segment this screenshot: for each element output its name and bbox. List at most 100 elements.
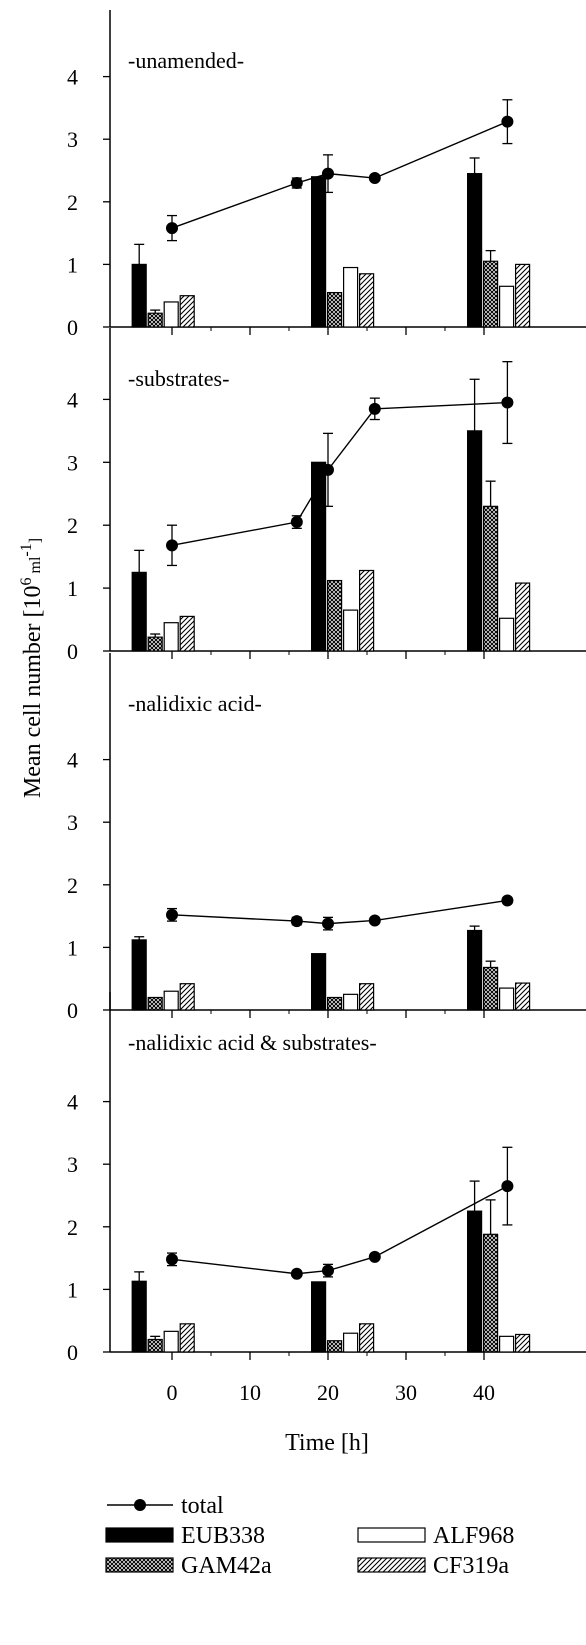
y-tick-label: 4 xyxy=(67,387,78,412)
y-tick-label: 1 xyxy=(67,935,78,960)
legend-swatch-alf968 xyxy=(357,1527,426,1543)
total-point xyxy=(166,908,178,921)
total-point xyxy=(368,914,381,927)
total-point xyxy=(290,915,303,928)
bar-alf968 xyxy=(163,1330,179,1353)
x-tick-label: 0 xyxy=(167,1380,178,1405)
total-line xyxy=(171,899,508,925)
bar-gam42a xyxy=(483,966,499,1011)
bar-cf319a xyxy=(179,1323,195,1353)
bar-gam42a xyxy=(147,1338,163,1353)
legend-total-label: total xyxy=(181,1493,224,1519)
legend-label-eub338: EUB338 xyxy=(181,1523,265,1549)
bar-cf319a xyxy=(359,273,375,328)
legend-swatch-gam42a xyxy=(105,1557,174,1573)
y-label-superscript: 6 xyxy=(18,577,35,585)
y-tick-label: 0 xyxy=(67,998,78,1023)
legend-label-gam42a: GAM42a xyxy=(181,1553,272,1579)
legend-total-marker xyxy=(134,1499,146,1511)
bar-eub338 xyxy=(131,1280,147,1353)
y-tick-label: 1 xyxy=(67,576,78,601)
legend-swatch-cf319a xyxy=(357,1557,426,1573)
bar-eub338 xyxy=(311,176,327,328)
total-point xyxy=(166,1253,178,1266)
panel-3: 0 1 2 3 4 -nalidixic acid- xyxy=(67,653,586,1023)
panel-title: -nalidixic acid & substrates- xyxy=(128,1030,377,1055)
y-tick-label: 3 xyxy=(67,127,78,152)
bar-gam42a xyxy=(483,1233,499,1353)
bar-eub338 xyxy=(467,430,483,652)
bar-alf968 xyxy=(343,993,359,1011)
bar-cf319a xyxy=(359,569,375,652)
x-tick-label: 40 xyxy=(473,1380,495,1405)
x-tick-label: 20 xyxy=(317,1380,339,1405)
panel-4: 0 1 2 3 4 -nalidixic acid & substrates- xyxy=(67,992,586,1365)
bar-cf319a xyxy=(514,982,531,1011)
total-point xyxy=(322,917,334,930)
bar-cf319a xyxy=(359,983,375,1011)
legend-swatch-eub338 xyxy=(105,1527,174,1543)
total-line xyxy=(171,1185,508,1275)
bar-eub338 xyxy=(467,1210,483,1353)
bar-eub338 xyxy=(131,263,147,328)
bar-alf968 xyxy=(499,617,515,652)
bar-eub338 xyxy=(311,461,327,652)
y-tick-label: 0 xyxy=(67,639,78,664)
total-point xyxy=(501,894,514,907)
bar-alf968 xyxy=(499,1335,515,1353)
bar-alf968 xyxy=(499,987,515,1011)
total-point xyxy=(501,115,514,128)
total-point xyxy=(368,172,381,185)
bar-alf968 xyxy=(163,301,179,328)
bar-gam42a xyxy=(147,312,163,328)
bar-gam42a xyxy=(147,636,163,652)
total-point xyxy=(290,516,303,529)
total-line xyxy=(171,121,508,229)
total-point xyxy=(368,1250,381,1263)
bar-gam42a xyxy=(483,260,499,328)
y-tick-label: 3 xyxy=(67,450,78,475)
y-tick-label: 1 xyxy=(67,1277,78,1302)
panel-title: -substrates- xyxy=(128,366,229,391)
panel-2: 0 1 2 3 4 -substrates- xyxy=(67,328,586,664)
y-tick-label: 2 xyxy=(67,1215,78,1240)
bar-eub338 xyxy=(131,939,147,1011)
bar-cf319a xyxy=(359,1323,375,1353)
panel-title: -nalidixic acid- xyxy=(128,691,262,716)
x-tick-label: 30 xyxy=(395,1380,417,1405)
x-tick-label: 10 xyxy=(239,1380,261,1405)
bar-eub338 xyxy=(131,571,147,652)
x-axis-label: Time [h] xyxy=(285,1430,369,1456)
bar-gam42a xyxy=(327,1340,343,1353)
legend-label-cf319a: CF319a xyxy=(433,1553,509,1579)
y-tick-label: 4 xyxy=(67,748,78,773)
panel-title: -unamended- xyxy=(128,48,244,73)
y-tick-label: 1 xyxy=(67,252,78,277)
bar-alf968 xyxy=(163,990,179,1011)
bar-gam42a xyxy=(327,996,343,1011)
y-tick-label: 4 xyxy=(67,65,78,90)
bar-gam42a xyxy=(327,579,343,652)
bar-eub338 xyxy=(467,173,483,328)
legend: total EUB338 ALF968 GAM42a CF319a xyxy=(105,1493,514,1579)
y-label-main: Mean cell number [10 xyxy=(20,585,46,798)
y-tick-label: 2 xyxy=(67,873,78,898)
bar-eub338 xyxy=(467,929,483,1011)
bar-alf968 xyxy=(499,285,515,328)
total-point xyxy=(501,1180,514,1193)
bar-cf319a xyxy=(514,1333,531,1353)
total-point xyxy=(322,167,334,180)
y-tick-label: 3 xyxy=(67,1152,78,1177)
total-point xyxy=(501,396,514,409)
total-point xyxy=(368,402,381,415)
y-tick-label: 0 xyxy=(67,1340,78,1365)
bar-eub338 xyxy=(311,953,327,1011)
bar-alf968 xyxy=(343,1332,359,1353)
total-point xyxy=(166,539,178,552)
y-label-superscript: -1 xyxy=(18,543,35,556)
y-label-unit: ml xyxy=(27,556,44,577)
y-axis-label: Mean cell number [106 ml-1] xyxy=(18,538,46,798)
panel-1: 0 1 2 3 4 -unamended- xyxy=(67,10,586,340)
legend-label-alf968: ALF968 xyxy=(433,1523,514,1549)
